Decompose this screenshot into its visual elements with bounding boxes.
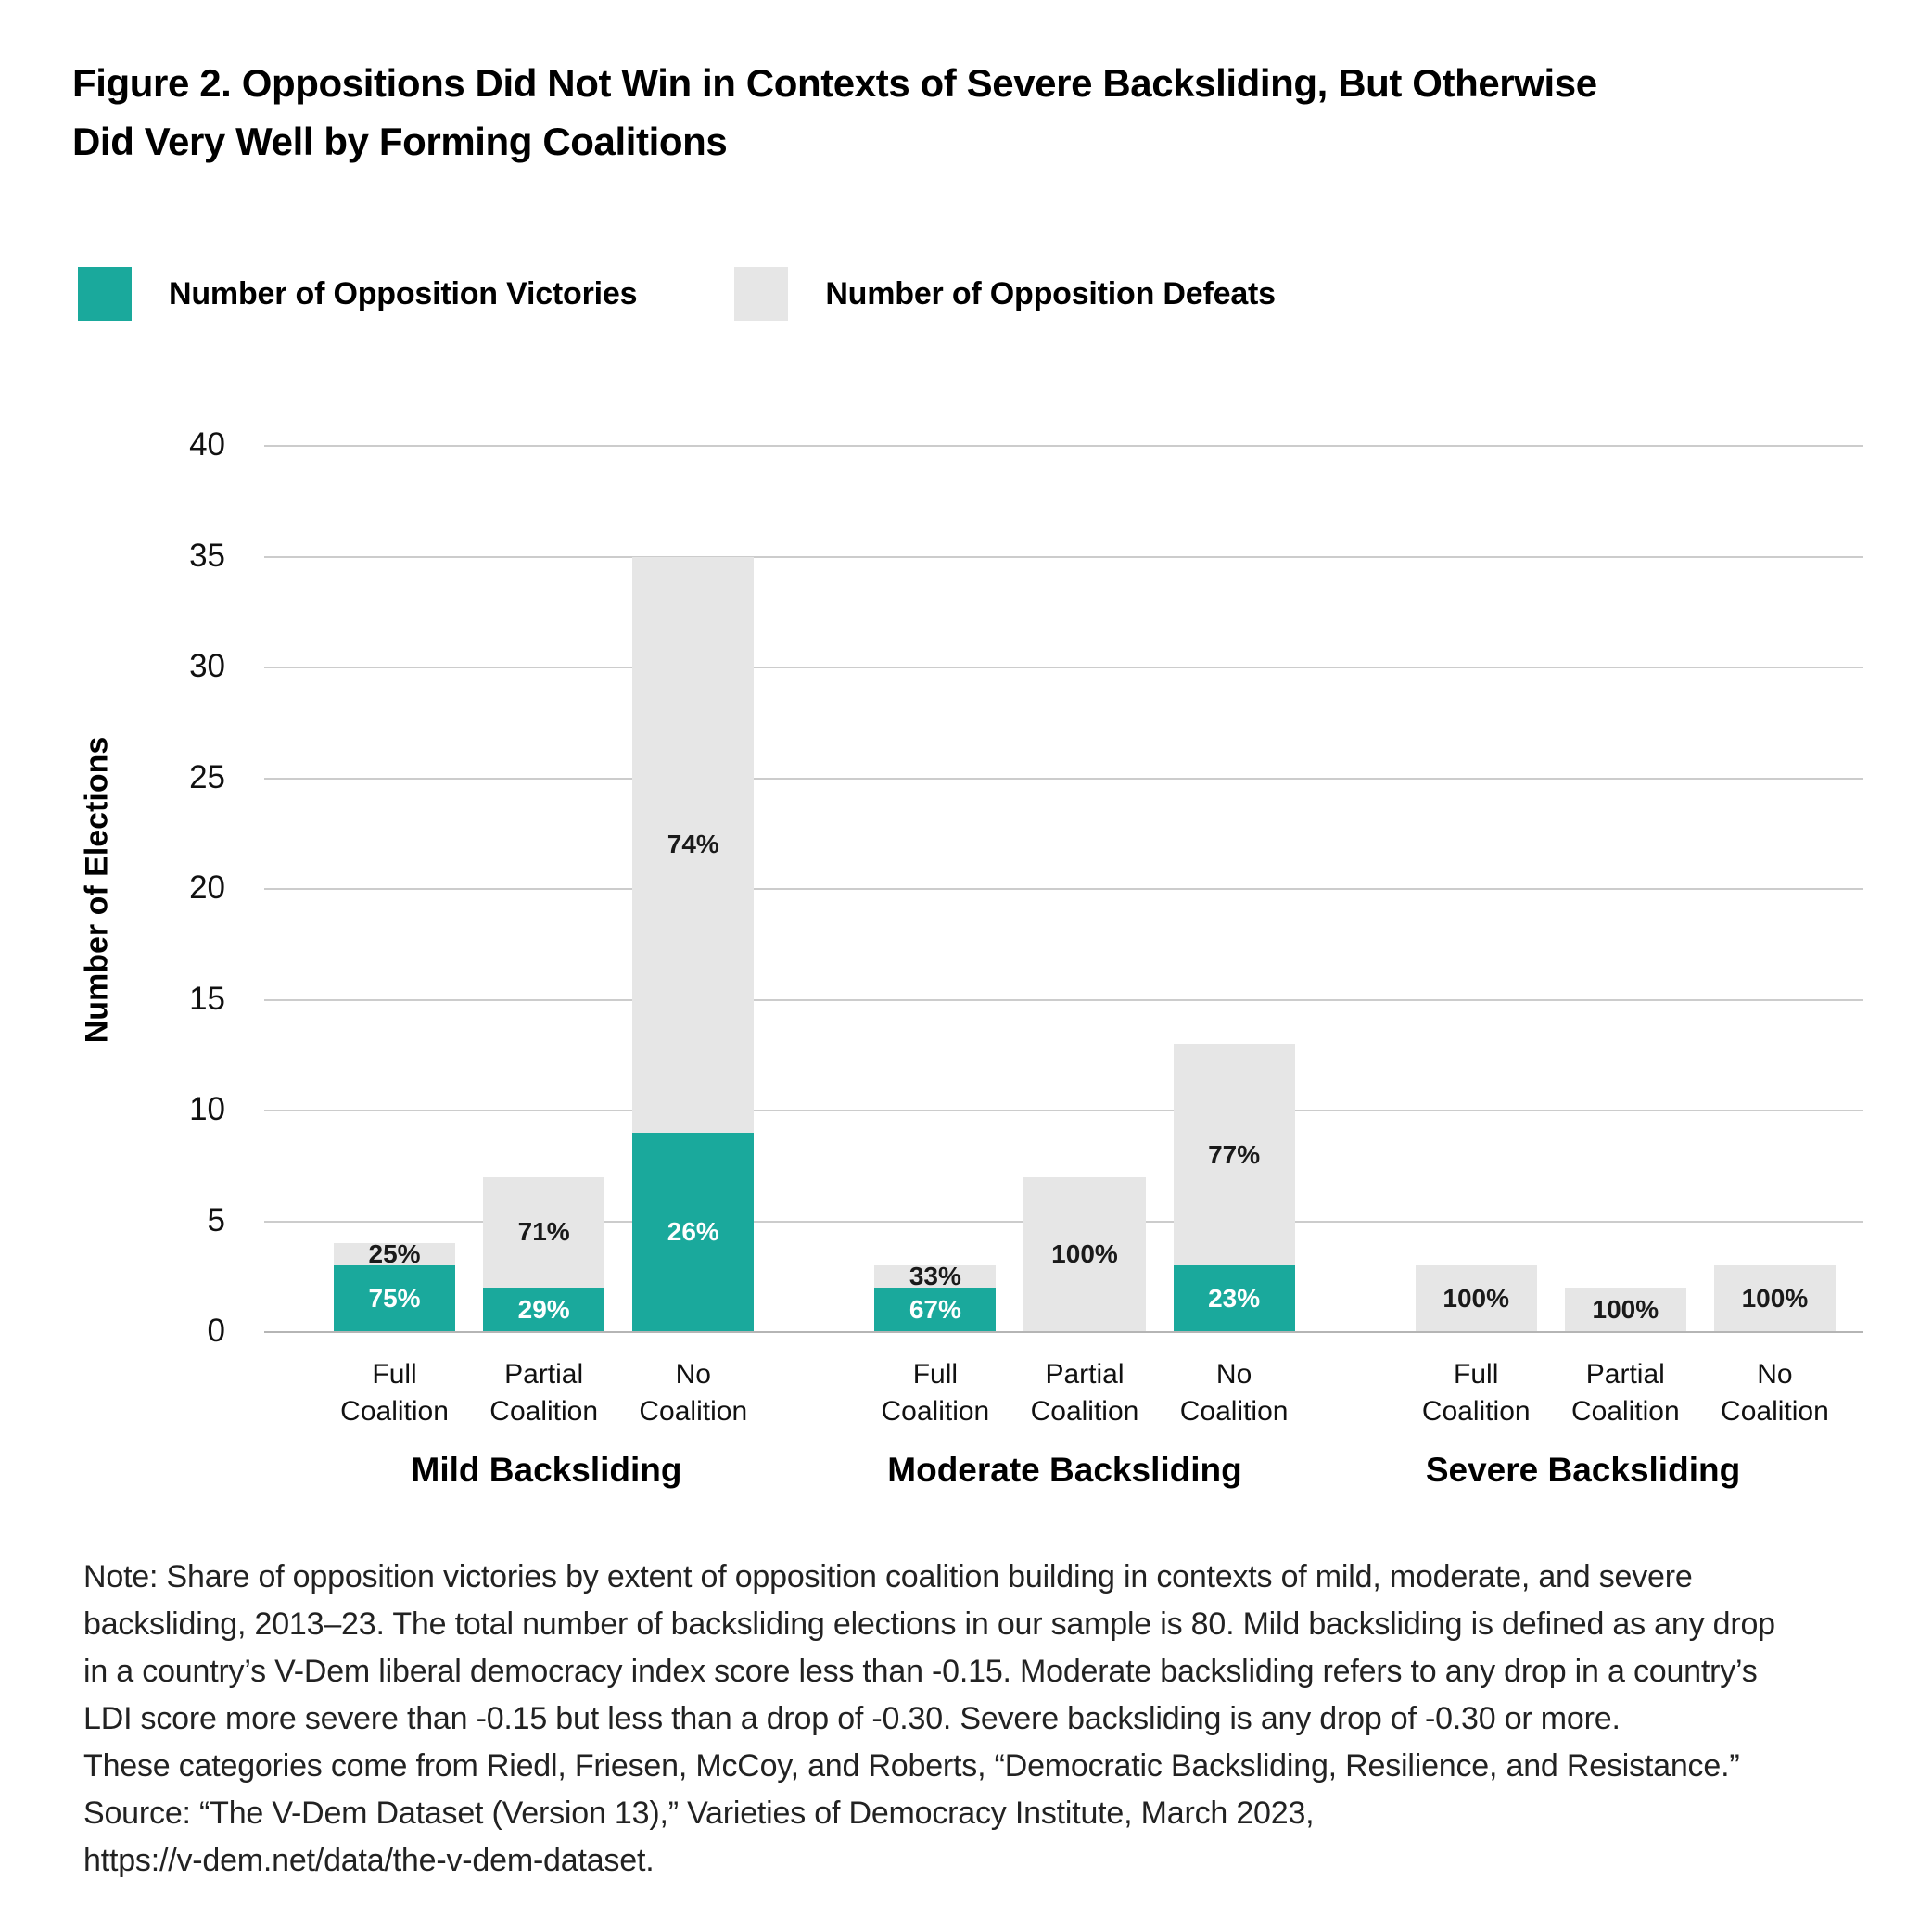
y-tick-label: 20	[189, 870, 225, 906]
category-label: Full Coalition	[340, 1359, 449, 1427]
victory-percentage-label: 26%	[667, 1217, 719, 1247]
victories-segment: 67%	[874, 1288, 997, 1332]
gridline: 25	[189, 759, 1863, 795]
stacked-bar: 25% 75% Full Coalition	[334, 1239, 456, 1427]
gridline: 10	[189, 1091, 1863, 1127]
figure-note: Note: Share of opposition victories by e…	[83, 1554, 1775, 1885]
defeats-segment: 33%	[874, 1262, 997, 1291]
chart-plot-area: 0 5 10 15 20 25 30 35 40 25% 75% Full Coalition 71% 2…	[189, 426, 1863, 1489]
defeat-percentage-label: 71%	[517, 1217, 570, 1247]
legend-item-defeats: Number of Opposition Defeats	[734, 267, 1276, 321]
category-label: No Coalition	[1179, 1359, 1289, 1427]
note-line: backsliding, 2013–23. The total number o…	[83, 1606, 1775, 1642]
note-line: Source: “The V-Dem Dataset (Version 13),…	[83, 1796, 1315, 1831]
stacked-bar: 71% 29% Partial Coalition	[483, 1176, 605, 1427]
stacked-bar: 100% Partial Coalition	[1564, 1288, 1686, 1427]
group-label: Severe Backsliding	[1425, 1451, 1741, 1489]
victory-percentage-label: 67%	[909, 1295, 961, 1325]
category-label: Full Coalition	[1421, 1359, 1531, 1427]
x-axis-baseline: 0	[208, 1313, 1863, 1349]
gridline: 40	[189, 426, 1863, 463]
category-label: Full Coalition	[881, 1359, 990, 1427]
victory-percentage-label: 23%	[1208, 1284, 1261, 1314]
category-label: Partial Coalition	[1570, 1359, 1680, 1427]
stacked-bar: 100% Partial Coalition	[1023, 1176, 1146, 1427]
y-tick-label: 40	[189, 426, 225, 463]
y-tick-label: 0	[207, 1313, 225, 1349]
defeats-segment: 74%	[632, 556, 755, 1133]
category-label: Partial Coalition	[489, 1359, 599, 1427]
gridline: 35	[189, 538, 1863, 574]
note-line: in a country’s V-Dem liberal democracy i…	[83, 1654, 1758, 1689]
y-tick-label: 10	[189, 1091, 225, 1127]
y-axis-title: Number of Elections	[79, 736, 115, 1044]
victory-percentage-label: 75%	[368, 1284, 421, 1314]
victories-color-swatch	[78, 267, 132, 321]
defeats-segment: 100%	[1564, 1288, 1686, 1332]
category-label: No Coalition	[639, 1359, 748, 1427]
defeat-percentage-label: 25%	[368, 1239, 421, 1269]
stacked-bar: 100% Full Coalition	[1415, 1265, 1537, 1427]
defeat-percentage-label: 100%	[1051, 1239, 1118, 1269]
category-label: Partial Coalition	[1030, 1359, 1139, 1427]
y-tick-label: 15	[189, 980, 225, 1017]
defeats-segment: 100%	[1023, 1176, 1146, 1332]
defeat-percentage-label: 77%	[1208, 1139, 1261, 1169]
victories-segment: 29%	[483, 1288, 605, 1332]
chart-legend: Number of Opposition Victories Number of…	[78, 267, 1276, 321]
defeats-segment: 71%	[483, 1176, 605, 1289]
defeats-segment: 25%	[334, 1239, 456, 1269]
defeat-percentage-label: 100%	[1592, 1295, 1659, 1325]
figure-title-line-2: Did Very Well by Forming Coalitions	[72, 120, 728, 163]
figure-title: Figure 2. Oppositions Did Not Win in Con…	[72, 54, 1597, 171]
y-tick-label: 25	[189, 758, 225, 795]
defeats-segment: 100%	[1713, 1265, 1836, 1332]
stacked-bar: 100% No Coalition	[1713, 1265, 1836, 1427]
defeat-percentage-label: 100%	[1443, 1284, 1510, 1314]
figure-title-line-1: Figure 2. Oppositions Did Not Win in Con…	[72, 61, 1597, 105]
note-line: LDI score more severe than -0.15 but les…	[83, 1701, 1621, 1736]
defeats-segment: 100%	[1415, 1265, 1537, 1332]
gridline: 20	[189, 870, 1863, 906]
bars-container: 25% 75% Full Coalition 71% 29% Partial Coalit…	[264, 446, 1863, 1427]
y-tick-label: 35	[189, 537, 225, 574]
legend-item-victories: Number of Opposition Victories	[78, 267, 638, 321]
stacked-bar: 77% 23% No Coalition	[1173, 1044, 1295, 1427]
defeats-segment: 77%	[1173, 1044, 1295, 1266]
victories-segment: 75%	[334, 1265, 456, 1332]
y-tick-label: 5	[207, 1201, 225, 1238]
note-line: https://v-dem.net/data/the-v-dem-dataset…	[83, 1843, 655, 1878]
note-line: Note: Share of opposition victories by e…	[83, 1559, 1693, 1594]
victories-segment: 26%	[632, 1132, 755, 1332]
victories-legend-label: Number of Opposition Victories	[169, 275, 638, 311]
defeat-percentage-label: 100%	[1741, 1284, 1809, 1314]
group-label: Mild Backsliding	[411, 1451, 682, 1489]
gridline: 15	[189, 981, 1863, 1017]
defeats-color-swatch	[734, 267, 789, 321]
victory-percentage-label: 29%	[517, 1295, 570, 1325]
stacked-bar: 33% 67% Full Coalition	[874, 1262, 997, 1427]
defeat-percentage-label: 33%	[909, 1262, 961, 1291]
defeats-legend-label: Number of Opposition Defeats	[825, 275, 1276, 311]
y-tick-label: 30	[189, 648, 225, 684]
stacked-bar: 74% 26% No Coalition	[632, 556, 755, 1427]
gridline: 30	[189, 648, 1863, 684]
note-line: These categories come from Riedl, Friese…	[83, 1748, 1740, 1784]
category-label: No Coalition	[1721, 1359, 1829, 1427]
defeat-percentage-label: 74%	[667, 830, 719, 859]
group-label: Moderate Backsliding	[887, 1451, 1242, 1489]
victories-segment: 23%	[1173, 1265, 1295, 1332]
